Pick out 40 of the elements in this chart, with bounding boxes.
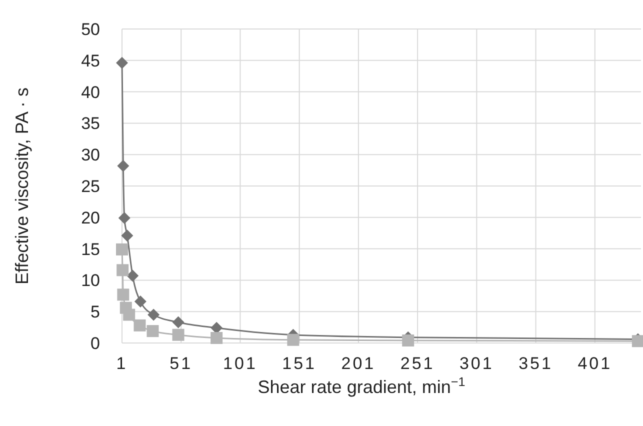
y-axis-title: Effective viscosity, PA · s <box>12 87 32 285</box>
point <box>402 334 414 346</box>
point <box>134 296 146 308</box>
point <box>123 308 136 321</box>
x-tick-label: 301 <box>459 354 494 373</box>
x-tick-label: 1 <box>116 354 128 373</box>
x-axis-title: Shear rate gradient, min$^{−1}$ <box>258 375 466 397</box>
y-tick-label: 30 <box>81 146 100 165</box>
x-tick-label: 101 <box>223 354 258 373</box>
point <box>117 288 130 301</box>
point <box>116 243 128 256</box>
point <box>126 270 139 282</box>
point <box>118 212 130 224</box>
y-tick-label: 45 <box>81 51 100 70</box>
point <box>134 319 146 332</box>
point <box>172 328 184 341</box>
point <box>148 308 160 321</box>
y-tick-label: 15 <box>81 240 100 259</box>
y-tick-label: 20 <box>81 208 100 228</box>
point <box>172 316 184 328</box>
x-tick-label: 201 <box>341 354 376 373</box>
x-tick-label: 401 <box>578 354 612 373</box>
point <box>210 332 223 344</box>
point <box>116 56 128 69</box>
y-tick-label: 0 <box>90 334 100 353</box>
point <box>287 334 300 346</box>
y-tick-label: 35 <box>81 114 100 134</box>
point <box>116 264 129 276</box>
y-tick-label: 5 <box>90 302 100 322</box>
y-tick-label: 50 <box>81 20 100 39</box>
x-tick-label: 151 <box>282 354 317 373</box>
x-tick-label: 51 <box>170 354 193 373</box>
y-tick-label: 25 <box>81 176 100 196</box>
x-tick-label: 351 <box>518 354 553 373</box>
point <box>121 230 134 242</box>
point <box>146 325 159 338</box>
point <box>117 160 130 172</box>
y-tick-label: 40 <box>81 82 100 102</box>
x-tick-label: 251 <box>400 354 435 373</box>
y-tick-label: 10 <box>81 271 100 290</box>
